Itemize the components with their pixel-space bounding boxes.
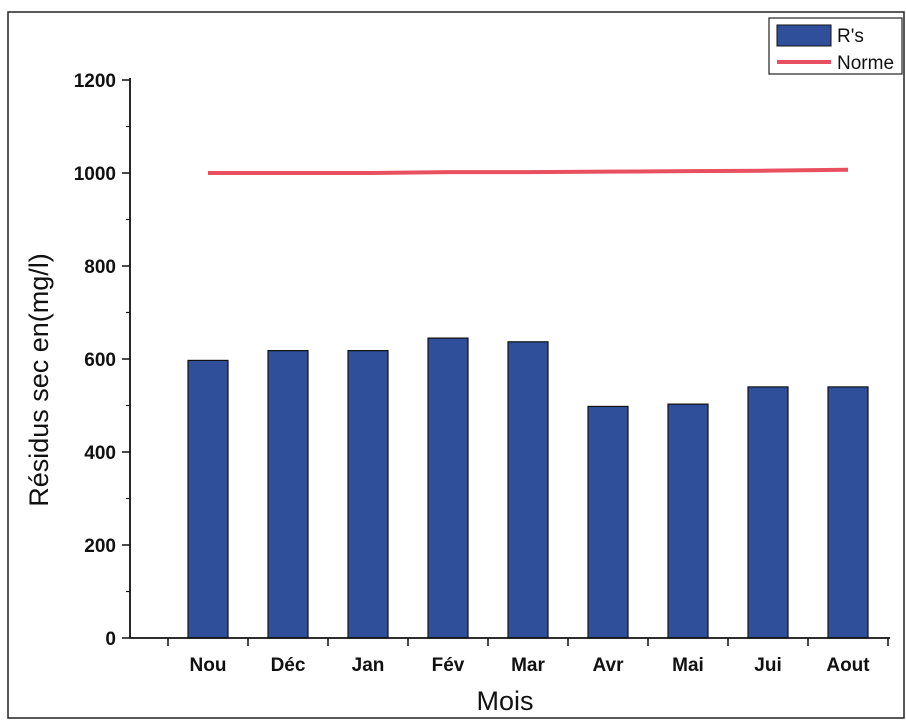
y-tick-label: 0 (105, 629, 116, 650)
x-tick-label: Aout (826, 655, 870, 676)
x-tick-label: Mar (511, 655, 545, 676)
bar-jan (347, 350, 389, 639)
y-tick-label: 1200 (74, 71, 116, 92)
legend-line-label: Norme (837, 53, 894, 74)
x-tick-label: Nou (190, 655, 227, 676)
bar-avr (587, 405, 629, 639)
bar-fév (427, 337, 469, 639)
x-tick-label: Fév (432, 655, 465, 676)
norme-line (208, 167, 849, 175)
legend: R's Norme (768, 17, 903, 75)
legend-bar-swatch (776, 24, 832, 47)
x-tick-label: Avr (593, 655, 625, 676)
x-tick-label: Jui (754, 655, 781, 676)
y-tick-label: 400 (84, 443, 116, 464)
y-tick-label: 1000 (74, 164, 116, 185)
bar-jui (747, 386, 789, 639)
x-tick-label: Jan (352, 655, 385, 676)
figure-frame (7, 11, 905, 719)
bar-nou (187, 359, 229, 639)
legend-bar-label: R's (837, 26, 864, 47)
axes-layer: 0 200 400 600 800 1000 1200 Nou Déc Jan Fév Mar Avr M… (74, 71, 890, 676)
bar-mar (507, 341, 549, 639)
y-tick-label: 800 (84, 257, 116, 278)
bar-déc (267, 350, 309, 639)
norme-line-layer (208, 167, 849, 175)
bars-layer (187, 337, 869, 639)
bar-aout (827, 386, 869, 639)
y-tick-label: 200 (84, 536, 116, 557)
bar-mai (667, 403, 709, 639)
x-tick-label: Mai (672, 655, 704, 676)
x-tick-label: Déc (271, 655, 306, 676)
x-axis-title: Mois (476, 686, 533, 716)
y-axis-title: Résidus sec en(mg/l) (24, 253, 54, 507)
y-tick-label: 600 (84, 350, 116, 371)
